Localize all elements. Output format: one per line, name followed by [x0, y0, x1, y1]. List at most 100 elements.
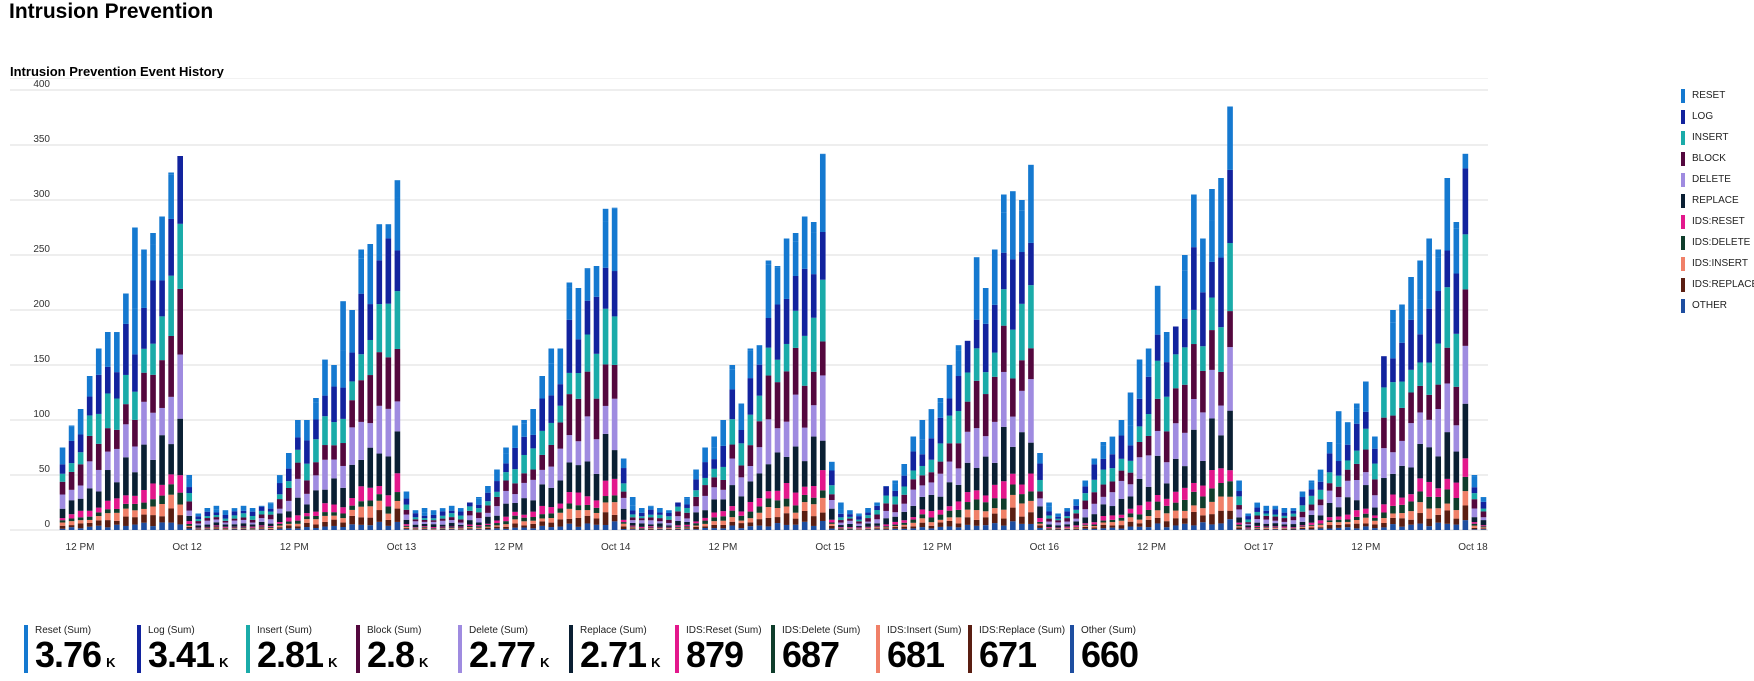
- bar-segment-ids-delete: [702, 521, 708, 524]
- legend-item[interactable]: IDS:DELETE: [1681, 232, 1754, 253]
- legend-item[interactable]: INSERT: [1681, 127, 1754, 148]
- bar-segment-other: [621, 529, 627, 530]
- bar-segment-delete: [250, 523, 256, 525]
- bar-segment-ids-reset: [286, 518, 292, 522]
- legend-item[interactable]: IDS:INSERT: [1681, 253, 1754, 274]
- bar-segment-log: [910, 451, 916, 470]
- tile-body: IDS:Delete (Sum)687: [782, 625, 860, 681]
- legend-label: OTHER: [1692, 300, 1727, 311]
- bar-segment-insert: [558, 406, 564, 423]
- legend-item[interactable]: BLOCK: [1681, 148, 1754, 169]
- bar-segment-ids-reset: [159, 485, 165, 496]
- tile-color-bar: [246, 625, 250, 673]
- bar-segment-block: [386, 357, 392, 409]
- bar-stack: [1454, 222, 1460, 530]
- bar-segment-log: [1435, 291, 1441, 344]
- x-tick-label: 12 PM: [1351, 542, 1380, 553]
- bar-segment-delete: [558, 449, 564, 481]
- bar-segment-other: [910, 528, 916, 530]
- bar-segment-delete: [1372, 495, 1378, 507]
- bar-stack: [811, 222, 817, 530]
- bar-segment-ids-replace: [1173, 518, 1179, 525]
- summary-tile[interactable]: IDS:Insert (Sum)681: [876, 625, 968, 681]
- bar-segment-ids-delete: [711, 517, 717, 521]
- bar-segment-delete: [1463, 346, 1469, 404]
- bar-segment-insert: [1408, 370, 1414, 393]
- bar-segment-ids-insert: [567, 509, 573, 519]
- bar-segment-block: [1019, 360, 1025, 391]
- bar-segment-delete: [657, 521, 663, 523]
- bar-segment-reset: [901, 464, 907, 476]
- legend-item[interactable]: IDS:RESET: [1681, 211, 1754, 232]
- bar-stack: [1273, 506, 1279, 530]
- bar-segment-ids-reset: [268, 526, 274, 527]
- bar-segment-ids-reset: [802, 487, 808, 495]
- bar-segment-ids-insert: [1101, 523, 1107, 525]
- bar-segment-other: [720, 528, 726, 530]
- bar-segment-log: [1028, 243, 1034, 285]
- bar-segment-reset: [313, 402, 319, 419]
- summary-tile[interactable]: IDS:Replace (Sum)671: [968, 625, 1070, 681]
- bar-segment-ids-replace: [60, 526, 66, 529]
- bar-segment-other: [1354, 528, 1360, 530]
- bar-segment-delete: [1064, 522, 1070, 525]
- bar-segment-delete: [956, 468, 962, 485]
- legend-item[interactable]: RESET: [1681, 85, 1754, 106]
- bar-segment-log: [594, 297, 600, 354]
- bar-segment-insert: [1209, 298, 1215, 331]
- bar-stack: [259, 506, 265, 530]
- bar-segment-reset: [268, 503, 274, 508]
- bar-stack: [69, 426, 75, 531]
- legend-item[interactable]: DELETE: [1681, 169, 1754, 190]
- bar-segment-reset: [956, 350, 962, 376]
- bar-stack: [1463, 154, 1469, 530]
- summary-tile[interactable]: Other (Sum)660: [1070, 625, 1150, 681]
- bar-segment-reset: [1028, 165, 1034, 243]
- bar-segment-reset: [286, 453, 292, 469]
- bar-segment-delete: [78, 485, 84, 498]
- bar-segment-insert: [422, 518, 428, 520]
- bar-segment-ids-replace: [1028, 512, 1034, 524]
- bar-segment-ids-insert: [1363, 518, 1369, 524]
- bar-segment-replace: [78, 499, 84, 511]
- bar-segment-ids-delete: [1091, 525, 1097, 526]
- bar-segment-ids-delete: [901, 523, 907, 525]
- legend-item[interactable]: IDS:REPLACE: [1681, 274, 1754, 295]
- bar-segment-insert: [648, 515, 654, 518]
- bar-segment-ids-replace: [729, 522, 735, 526]
- legend-item[interactable]: OTHER: [1681, 295, 1754, 316]
- summary-tile[interactable]: IDS:Reset (Sum)879: [675, 625, 771, 681]
- legend-item[interactable]: LOG: [1681, 106, 1754, 127]
- bar-segment-insert: [865, 515, 871, 518]
- bar-segment-log: [1001, 253, 1007, 290]
- bar-segment-block: [974, 381, 980, 428]
- bar-segment-block: [1417, 386, 1423, 413]
- bar-segment-reset: [576, 288, 582, 339]
- bar-segment-ids-replace: [96, 520, 102, 525]
- bar-segment-log: [1481, 502, 1487, 509]
- bar-segment-delete: [802, 428, 808, 461]
- bar-segment-ids-reset: [992, 485, 998, 498]
- bar-segment-ids-delete: [1318, 524, 1324, 525]
- bar-segment-log: [938, 418, 944, 444]
- bar-segment-reset: [1037, 453, 1043, 464]
- bar-segment-insert: [784, 344, 790, 371]
- bar-segment-log: [458, 512, 464, 516]
- summary-tile[interactable]: IDS:Delete (Sum)687: [771, 625, 876, 681]
- bar-segment-other: [938, 527, 944, 530]
- bar-segment-reset: [250, 508, 256, 511]
- bar-segment-reset: [1182, 255, 1188, 270]
- bar-segment-ids-delete: [748, 512, 754, 519]
- bar-segment-delete: [259, 518, 265, 522]
- bar-segment-block: [141, 373, 147, 402]
- bar-segment-other: [1110, 528, 1116, 530]
- bar-stack: [865, 508, 871, 530]
- legend-item[interactable]: REPLACE: [1681, 190, 1754, 211]
